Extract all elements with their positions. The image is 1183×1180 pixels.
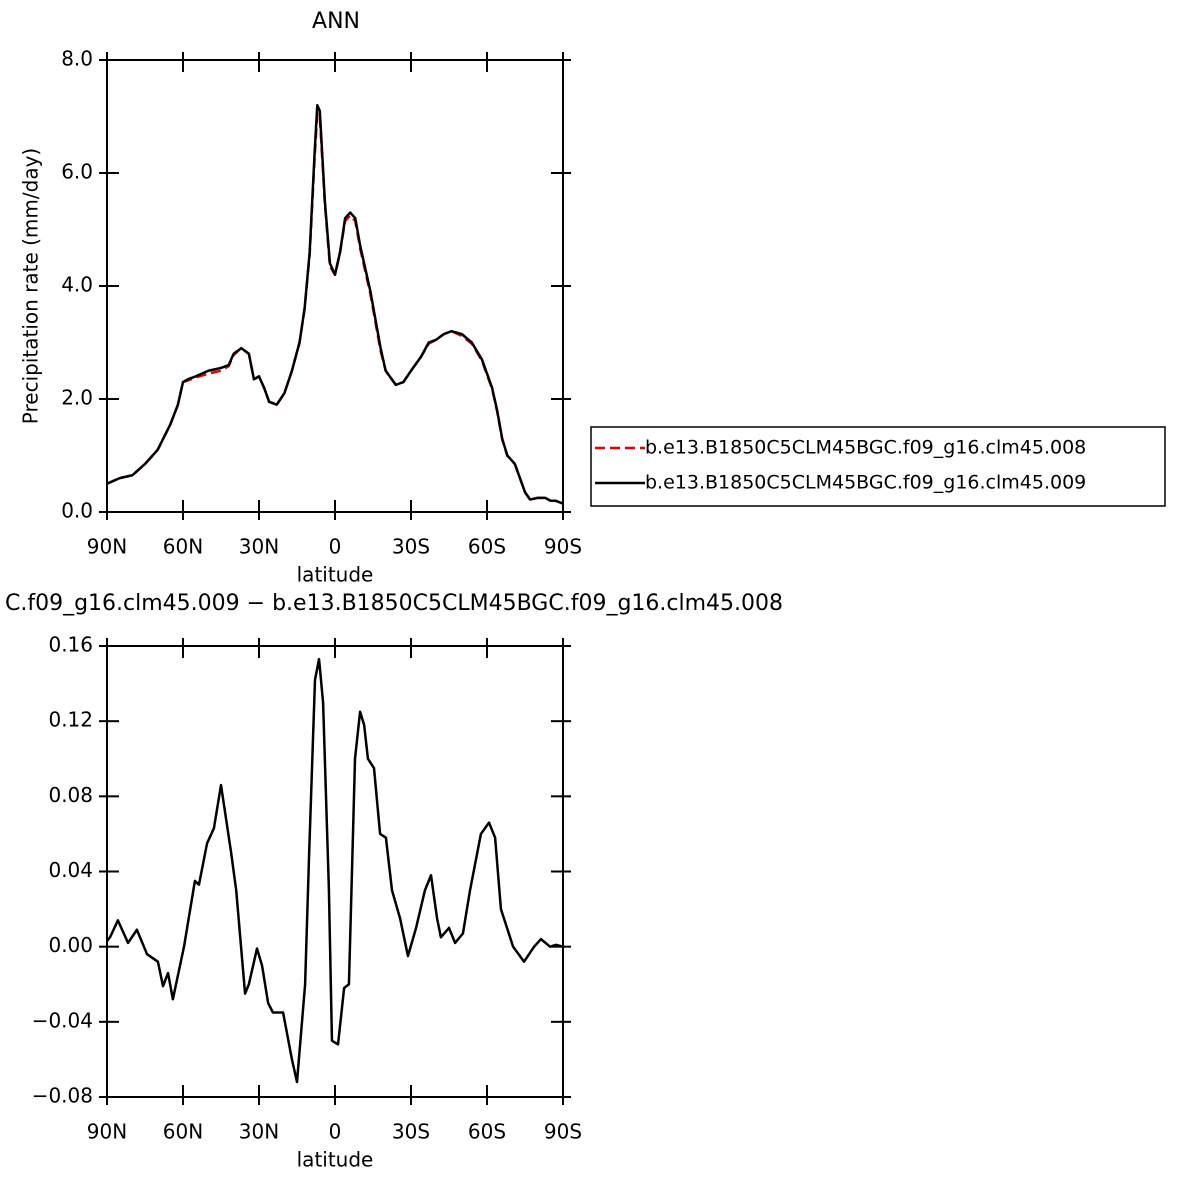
y-tick-label: 0.12 — [48, 708, 93, 732]
chart-title: ANN — [312, 9, 360, 34]
y-tick-label: 0.04 — [48, 858, 93, 882]
legend-box — [590, 426, 1166, 507]
x-tick-label: 30N — [239, 535, 279, 559]
legend-label: b.e13.B1850C5CLM45BGC.f09_g16.clm45.008 — [645, 437, 1086, 459]
chart-title: C.f09_g16.clm45.009 − b.e13.B1850C5CLM45… — [5, 591, 783, 616]
x-axis-label: latitude — [297, 1148, 374, 1172]
y-tick-label: 2.0 — [61, 386, 93, 410]
x-tick-label: 60N — [163, 535, 203, 559]
legend-label: b.e13.B1850C5CLM45BGC.f09_g16.clm45.009 — [645, 472, 1086, 494]
y-tick-label: 0.08 — [48, 783, 93, 807]
y-tick-label: 0.00 — [48, 933, 93, 957]
x-tick-label: 90S — [544, 1120, 582, 1144]
x-tick-label: 60N — [163, 1120, 203, 1144]
x-tick-label: 30N — [239, 1120, 279, 1144]
y-tick-label: −0.08 — [32, 1084, 93, 1108]
x-tick-label: 30S — [392, 535, 430, 559]
x-tick-label: 90N — [87, 1120, 127, 1144]
y-tick-label: 0.0 — [61, 499, 93, 523]
x-tick-label: 30S — [392, 1120, 430, 1144]
y-axis-label: Precipitation rate (mm/day) — [19, 148, 43, 424]
y-tick-label: 8.0 — [61, 47, 93, 71]
x-tick-label: 90S — [544, 535, 582, 559]
y-tick-label: −0.04 — [32, 1008, 93, 1032]
data-line — [106, 657, 564, 1084]
y-tick-label: 0.16 — [48, 633, 93, 657]
plot-frame — [106, 645, 564, 1098]
x-tick-label: 90N — [87, 535, 127, 559]
x-tick-label: 60S — [468, 535, 506, 559]
data-line — [106, 103, 564, 505]
x-axis-label: latitude — [297, 563, 374, 587]
y-tick-label: 6.0 — [61, 160, 93, 184]
x-tick-label: 0 — [329, 535, 342, 559]
plot-frame — [106, 59, 564, 513]
x-tick-label: 0 — [329, 1120, 342, 1144]
x-tick-label: 60S — [468, 1120, 506, 1144]
data-line — [106, 112, 564, 505]
y-tick-label: 4.0 — [61, 273, 93, 297]
